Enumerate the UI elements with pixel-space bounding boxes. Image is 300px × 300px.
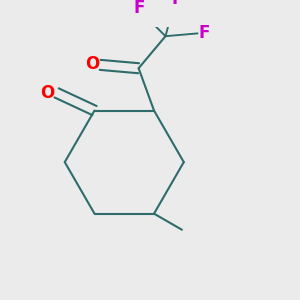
Text: F: F [172, 0, 183, 8]
Text: O: O [40, 84, 55, 102]
Text: O: O [85, 55, 99, 73]
Text: F: F [199, 24, 210, 42]
Text: F: F [134, 0, 145, 17]
